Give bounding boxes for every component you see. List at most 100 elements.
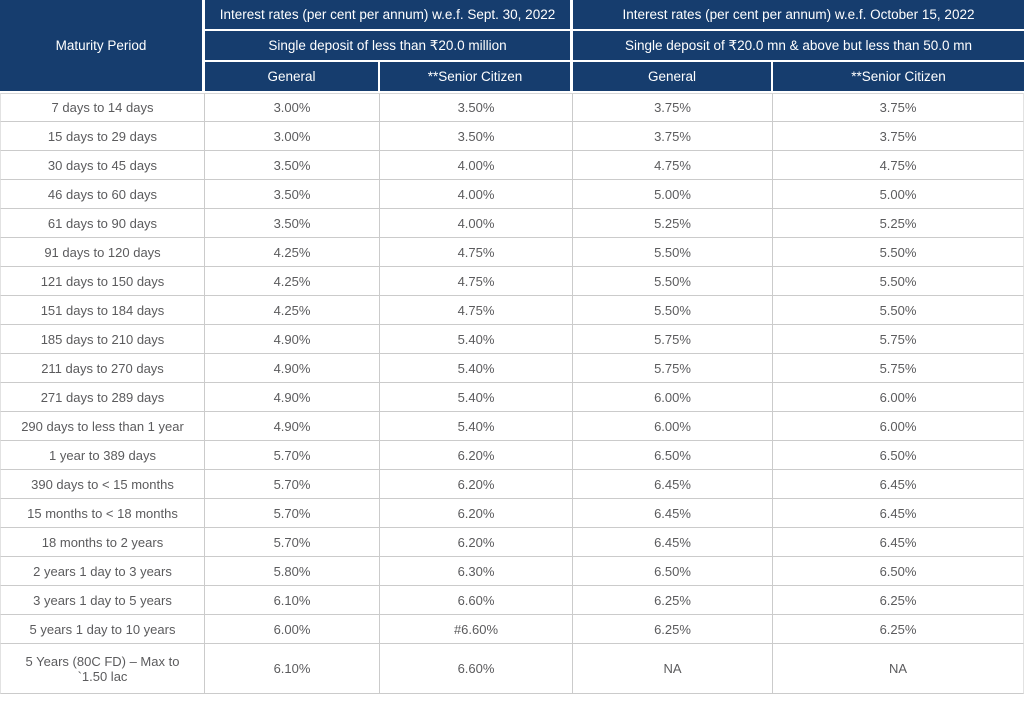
maturity-period-cell: 3 years 1 day to 5 years xyxy=(0,586,205,615)
rate-cell: 4.90% xyxy=(205,325,380,354)
rate-cell: 6.00% xyxy=(205,615,380,644)
rate-cell: 6.50% xyxy=(573,441,773,470)
maturity-period-cell: 7 days to 14 days xyxy=(0,93,205,122)
maturity-period-cell: 15 months to < 18 months xyxy=(0,499,205,528)
rate-cell: 5.70% xyxy=(205,441,380,470)
rate-cell: 3.75% xyxy=(573,93,773,122)
rate-cell: 3.50% xyxy=(380,122,573,151)
rate-cell: 5.75% xyxy=(773,325,1024,354)
maturity-period-cell: 18 months to 2 years xyxy=(0,528,205,557)
rate-cell: 4.75% xyxy=(573,151,773,180)
rate-cell: 5.70% xyxy=(205,470,380,499)
table-row: 5 years 1 day to 10 years 6.00% #6.60% 6… xyxy=(0,615,1024,644)
rate-cell: 4.00% xyxy=(380,180,573,209)
maturity-period-cell: 30 days to 45 days xyxy=(0,151,205,180)
group2-senior-citizen-header: **Senior Citizen xyxy=(773,62,1024,93)
rate-cell: 5.40% xyxy=(380,325,573,354)
table-row: 1 year to 389 days 5.70% 6.20% 6.50% 6.5… xyxy=(0,441,1024,470)
table-row: 121 days to 150 days 4.25% 4.75% 5.50% 5… xyxy=(0,267,1024,296)
maturity-period-cell: 2 years 1 day to 3 years xyxy=(0,557,205,586)
rate-cell: 6.25% xyxy=(573,586,773,615)
rate-cell: 6.25% xyxy=(773,615,1024,644)
rate-cell: 6.00% xyxy=(573,383,773,412)
table-row: 390 days to < 15 months 5.70% 6.20% 6.45… xyxy=(0,470,1024,499)
table-row: 46 days to 60 days 3.50% 4.00% 5.00% 5.0… xyxy=(0,180,1024,209)
rate-cell: 3.50% xyxy=(205,180,380,209)
rate-cell: 4.90% xyxy=(205,383,380,412)
rate-cell: 4.00% xyxy=(380,209,573,238)
rate-cell: 5.75% xyxy=(773,354,1024,383)
header-row-effective-dates: Maturity Period Interest rates (per cent… xyxy=(0,0,1024,93)
rate-cell: 4.75% xyxy=(380,267,573,296)
rate-cell: 5.50% xyxy=(773,267,1024,296)
rate-cell: 3.75% xyxy=(773,93,1024,122)
rate-cell: 6.20% xyxy=(380,499,573,528)
maturity-period-cell: 151 days to 184 days xyxy=(0,296,205,325)
rate-cell: 4.75% xyxy=(773,151,1024,180)
rate-cell: 6.50% xyxy=(773,441,1024,470)
rate-cell: 5.25% xyxy=(573,209,773,238)
maturity-period-header: Maturity Period xyxy=(0,0,205,93)
rate-cell: 6.45% xyxy=(573,499,773,528)
rate-cell: NA xyxy=(773,644,1024,694)
rate-cell: 6.50% xyxy=(573,557,773,586)
rates-table-body: 7 days to 14 days 3.00% 3.50% 3.75% 3.75… xyxy=(0,93,1024,694)
table-row: 2 years 1 day to 3 years 5.80% 6.30% 6.5… xyxy=(0,557,1024,586)
rate-cell: 6.60% xyxy=(380,644,573,694)
table-row: 5 Years (80C FD) – Max to `1.50 lac 6.10… xyxy=(0,644,1024,694)
rate-cell: 4.75% xyxy=(380,296,573,325)
rate-cell: 6.00% xyxy=(573,412,773,441)
maturity-period-cell: 271 days to 289 days xyxy=(0,383,205,412)
maturity-period-cell: 121 days to 150 days xyxy=(0,267,205,296)
rate-cell: 6.20% xyxy=(380,470,573,499)
rate-cell: 5.40% xyxy=(380,412,573,441)
rate-cell: 5.25% xyxy=(773,209,1024,238)
maturity-period-cell: 5 years 1 day to 10 years xyxy=(0,615,205,644)
table-row: 61 days to 90 days 3.50% 4.00% 5.25% 5.2… xyxy=(0,209,1024,238)
table-row: 15 months to < 18 months 5.70% 6.20% 6.4… xyxy=(0,499,1024,528)
maturity-period-cell: 211 days to 270 days xyxy=(0,354,205,383)
rate-cell: 5.80% xyxy=(205,557,380,586)
rate-cell: 5.70% xyxy=(205,528,380,557)
rate-cell: 5.00% xyxy=(773,180,1024,209)
rate-cell: 3.50% xyxy=(205,209,380,238)
header-row-deposit-range: Single deposit of less than ₹20.0 millio… xyxy=(0,31,1024,62)
rate-cell: 3.00% xyxy=(205,122,380,151)
table-row: 7 days to 14 days 3.00% 3.50% 3.75% 3.75… xyxy=(0,93,1024,122)
rate-cell: 6.45% xyxy=(573,528,773,557)
table-header: Maturity Period Interest rates (per cent… xyxy=(0,0,1024,93)
maturity-period-cell: 290 days to less than 1 year xyxy=(0,412,205,441)
rate-cell: 6.25% xyxy=(773,586,1024,615)
group1-senior-citizen-header: **Senior Citizen xyxy=(380,62,573,93)
maturity-period-cell: 61 days to 90 days xyxy=(0,209,205,238)
rate-cell: 6.25% xyxy=(573,615,773,644)
rate-cell: 6.00% xyxy=(773,412,1024,441)
rate-cell: 4.25% xyxy=(205,238,380,267)
table-row: 211 days to 270 days 4.90% 5.40% 5.75% 5… xyxy=(0,354,1024,383)
table-row: 271 days to 289 days 4.90% 5.40% 6.00% 6… xyxy=(0,383,1024,412)
table-row: 18 months to 2 years 5.70% 6.20% 6.45% 6… xyxy=(0,528,1024,557)
rate-cell: 4.90% xyxy=(205,412,380,441)
table-row: 30 days to 45 days 3.50% 4.00% 4.75% 4.7… xyxy=(0,151,1024,180)
rate-cell: 5.50% xyxy=(773,296,1024,325)
rate-cell: 6.10% xyxy=(205,644,380,694)
rate-cell: 3.75% xyxy=(773,122,1024,151)
table-row: 91 days to 120 days 4.25% 4.75% 5.50% 5.… xyxy=(0,238,1024,267)
rate-cell: 6.20% xyxy=(380,441,573,470)
maturity-period-cell: 91 days to 120 days xyxy=(0,238,205,267)
rate-cell: 6.45% xyxy=(773,470,1024,499)
maturity-period-cell: 5 Years (80C FD) – Max to `1.50 lac xyxy=(0,644,205,694)
rate-cell: 5.00% xyxy=(573,180,773,209)
maturity-period-cell: 15 days to 29 days xyxy=(0,122,205,151)
group1-title-cell: Interest rates (per cent per annum) w.e.… xyxy=(205,0,573,31)
rate-cell: 3.50% xyxy=(205,151,380,180)
rate-cell: 4.00% xyxy=(380,151,573,180)
rate-cell: 4.25% xyxy=(205,267,380,296)
table-row: 290 days to less than 1 year 4.90% 5.40%… xyxy=(0,412,1024,441)
rate-cell: 3.50% xyxy=(380,93,573,122)
rate-cell: 5.40% xyxy=(380,354,573,383)
maturity-period-cell: 390 days to < 15 months xyxy=(0,470,205,499)
fd-rates-table: Maturity Period Interest rates (per cent… xyxy=(0,0,1024,694)
group1-general-header: General xyxy=(205,62,380,93)
rate-cell: 4.75% xyxy=(380,238,573,267)
